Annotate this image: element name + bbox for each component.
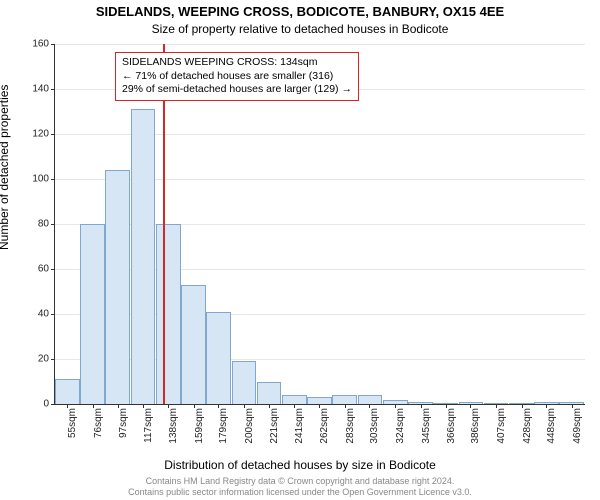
annotation-line: 29% of semi-detached houses are larger (… bbox=[122, 83, 352, 97]
x-axis-label: Distribution of detached houses by size … bbox=[0, 458, 600, 472]
footer-attribution: Contains HM Land Registry data © Crown c… bbox=[0, 476, 600, 498]
y-axis-label: Number of detached properties bbox=[0, 85, 11, 250]
ytick-mark bbox=[51, 134, 55, 135]
xtick-label: 324sqm bbox=[395, 408, 406, 444]
annotation-box: SIDELANDS WEEPING CROSS: 134sqm← 71% of … bbox=[115, 52, 359, 101]
xtick-label: 303sqm bbox=[369, 408, 380, 444]
ytick-label: 40 bbox=[38, 309, 49, 320]
histogram-bar bbox=[80, 224, 105, 404]
xtick-label: 366sqm bbox=[446, 408, 457, 444]
xtick-label: 55sqm bbox=[67, 408, 78, 438]
histogram-bar bbox=[358, 395, 383, 404]
xtick-label: 159sqm bbox=[194, 408, 205, 444]
xtick-label: 428sqm bbox=[522, 408, 533, 444]
histogram-bar bbox=[156, 224, 181, 404]
plot-area: 02040608010012014016055sqm76sqm97sqm117s… bbox=[54, 44, 585, 405]
chart-subtitle: Size of property relative to detached ho… bbox=[0, 22, 600, 36]
xtick-label: 345sqm bbox=[421, 408, 432, 444]
ytick-label: 0 bbox=[43, 399, 49, 410]
xtick-label: 97sqm bbox=[118, 408, 129, 438]
ytick-label: 120 bbox=[32, 129, 49, 140]
footer-line-1: Contains HM Land Registry data © Crown c… bbox=[0, 476, 600, 487]
ytick-mark bbox=[51, 314, 55, 315]
ytick-mark bbox=[51, 224, 55, 225]
ytick-label: 60 bbox=[38, 264, 49, 275]
xtick-label: 407sqm bbox=[496, 408, 507, 444]
xtick-label: 283sqm bbox=[345, 408, 356, 444]
gridline bbox=[55, 44, 585, 45]
xtick-label: 221sqm bbox=[269, 408, 280, 444]
histogram-bar bbox=[206, 312, 231, 404]
histogram-bar bbox=[105, 170, 130, 404]
histogram-bar bbox=[307, 397, 332, 404]
xtick-label: 117sqm bbox=[143, 408, 154, 443]
histogram-bar bbox=[131, 109, 156, 404]
annotation-line: SIDELANDS WEEPING CROSS: 134sqm bbox=[122, 56, 352, 70]
ytick-label: 160 bbox=[32, 39, 49, 50]
xtick-label: 138sqm bbox=[168, 408, 179, 444]
ytick-label: 20 bbox=[38, 354, 49, 365]
histogram-bar bbox=[282, 395, 307, 404]
chart-title: SIDELANDS, WEEPING CROSS, BODICOTE, BANB… bbox=[0, 4, 600, 19]
histogram-bar bbox=[55, 379, 80, 404]
histogram-bar bbox=[332, 395, 357, 404]
ytick-mark bbox=[51, 89, 55, 90]
histogram-bar bbox=[181, 285, 206, 404]
ytick-label: 100 bbox=[32, 174, 49, 185]
xtick-label: 386sqm bbox=[470, 408, 481, 444]
ytick-mark bbox=[51, 179, 55, 180]
histogram-bar bbox=[232, 361, 257, 404]
ytick-mark bbox=[51, 404, 55, 405]
footer-line-2: Contains public sector information licen… bbox=[0, 487, 600, 498]
xtick-label: 179sqm bbox=[218, 408, 229, 444]
chart-container: SIDELANDS, WEEPING CROSS, BODICOTE, BANB… bbox=[0, 0, 600, 500]
histogram-bar bbox=[257, 382, 282, 405]
xtick-label: 262sqm bbox=[319, 408, 330, 444]
xtick-label: 241sqm bbox=[294, 408, 305, 444]
xtick-label: 469sqm bbox=[572, 408, 583, 444]
annotation-line: ← 71% of detached houses are smaller (31… bbox=[122, 70, 352, 84]
xtick-label: 448sqm bbox=[546, 408, 557, 444]
ytick-mark bbox=[51, 359, 55, 360]
ytick-label: 140 bbox=[32, 84, 49, 95]
ytick-mark bbox=[51, 44, 55, 45]
xtick-label: 76sqm bbox=[93, 408, 104, 438]
xtick-label: 200sqm bbox=[244, 408, 255, 444]
ytick-label: 80 bbox=[38, 219, 49, 230]
ytick-mark bbox=[51, 269, 55, 270]
